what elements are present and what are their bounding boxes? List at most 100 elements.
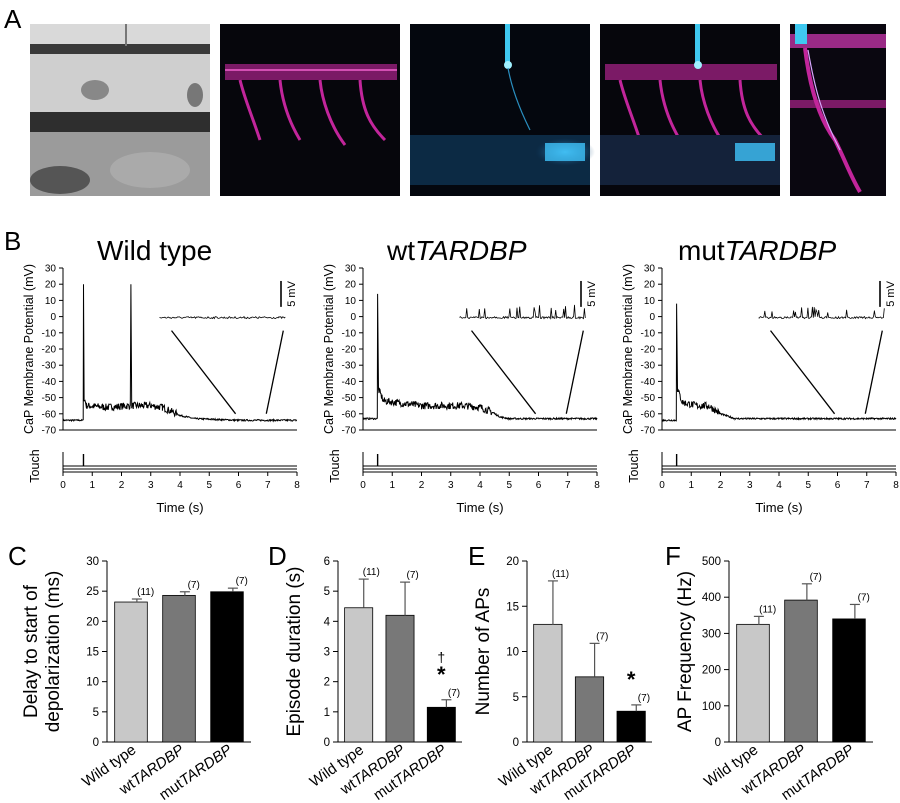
time-x-tick-label: 0 (360, 480, 366, 491)
time-x-tick-label: 3 (747, 480, 753, 491)
inset-trace (758, 306, 885, 320)
sample-size-label: (7) (596, 631, 608, 642)
bar-y-tick-label: 10 (86, 677, 99, 689)
trace-y-tick-label: -50 (342, 393, 357, 404)
significance-star: * (437, 662, 446, 687)
trace-y-tick-label: 20 (644, 280, 656, 291)
inset-connector-left (471, 330, 537, 415)
sample-size-label: (7) (407, 570, 419, 581)
trace-title-mut-plain: mut (678, 235, 725, 266)
time-x-tick-label: 5 (805, 480, 811, 491)
bar-y-tick-label: 5 (324, 586, 330, 598)
bar-panel-c: 0 5 10 15 20 25 30 Delay to start of depolarizat… (21, 556, 251, 803)
trace-y-tick-label: -10 (641, 328, 656, 339)
vessel-image (220, 24, 400, 196)
time-x-tick-label: 6 (236, 480, 242, 491)
trace-title-wt-italic: TARDBP (415, 235, 527, 266)
time-x-label: Time (s) (156, 500, 203, 515)
trace-y-tick-label: -50 (42, 393, 57, 404)
bar-y-tick-label: 400 (702, 592, 721, 604)
time-x-tick-label: 5 (506, 480, 512, 491)
time-x-tick-label: 0 (60, 480, 66, 491)
time-x-tick-label: 2 (419, 480, 425, 491)
time-x-tick-label: 4 (776, 480, 782, 491)
trace-title-mut-italic: TARDBP (725, 235, 837, 266)
bar-2 (616, 710, 646, 743)
time-x-label: Time (s) (755, 500, 802, 515)
time-x-tick-label: 5 (206, 480, 212, 491)
significance-dagger: † (437, 649, 445, 665)
sample-size-label: (11) (759, 604, 776, 615)
trace-y-tick-label: -40 (641, 377, 656, 388)
bar-y-tick-label: 0 (324, 737, 330, 749)
trace-y-tick-label: -30 (42, 361, 57, 372)
time-x-tick-label: 7 (565, 480, 571, 491)
bar-y-label: Episode duration (s) (284, 566, 305, 736)
trace-y-tick-label: 20 (45, 280, 57, 291)
bar-1 (385, 614, 415, 743)
inset-trace (159, 315, 286, 320)
panel-letter-f: F (665, 541, 681, 571)
category-label-gene: TARDBP (177, 741, 236, 789)
panel-letter-e: E (468, 541, 485, 571)
time-x-tick-label: 4 (177, 480, 183, 491)
trace-y-tick-label: -10 (42, 328, 57, 339)
inset-connector-left (171, 330, 237, 415)
bar-0 (344, 607, 374, 743)
trace-y-label: CaP Membrane Potential (mV) (22, 264, 36, 434)
membrane-trace (362, 293, 598, 421)
trace-y-tick-label: 30 (345, 264, 357, 275)
time-x-tick-label: 6 (536, 480, 542, 491)
time-x-tick-label: 2 (718, 480, 724, 491)
sample-size-label: (7) (448, 688, 460, 699)
brightfield-image (30, 24, 210, 196)
trace-title-wt-plain: wt (386, 235, 415, 266)
merge-zoom-image (790, 24, 886, 196)
touch-label: Touch (28, 449, 42, 482)
bar-2 (210, 591, 244, 743)
trace-y-tick-label: 0 (649, 312, 655, 323)
bar-y-tick-label: 20 (86, 616, 99, 628)
bar-y-tick-label: 0 (513, 737, 519, 749)
time-x-tick-label: 3 (448, 480, 454, 491)
trace-y-tick-label: 20 (345, 280, 357, 291)
trace-y-tick-label: 0 (50, 312, 56, 323)
trace-y-tick-label: -20 (342, 345, 357, 356)
trace-y-tick-label: -70 (641, 426, 656, 437)
inset-trace (459, 304, 586, 320)
bar-y-tick-label: 2 (324, 677, 330, 689)
scale-bar-label: 5 mV (286, 280, 298, 306)
panel-letter-a: A (4, 4, 22, 34)
panel-letter-b: B (4, 226, 21, 256)
bar-y-label-line2: depolarization (ms) (43, 571, 64, 733)
merge-image (600, 24, 780, 196)
bar-y-tick-label: 25 (86, 586, 99, 598)
trace-y-label: CaP Membrane Potential (mV) (621, 264, 635, 434)
category-label-gene: TARDBP (799, 741, 858, 789)
touch-label: Touch (627, 449, 641, 482)
panel-a-images (30, 24, 886, 196)
trace-y-tick-label: -20 (641, 345, 656, 356)
panel-letter-c: C (8, 541, 27, 571)
bar-y-tick-label: 5 (93, 707, 99, 719)
bar-y-tick-label: 6 (324, 556, 330, 568)
bar-y-tick-label: 500 (702, 556, 721, 568)
sample-size-label: (7) (188, 580, 200, 591)
time-x-tick-label: 7 (864, 480, 870, 491)
trace-y-tick-label: 0 (350, 312, 356, 323)
inset-connector-right (864, 330, 883, 414)
scale-bar-label: 5 mV (885, 280, 897, 306)
time-x-tick-label: 8 (294, 480, 300, 491)
trace-y-tick-label: -40 (342, 377, 357, 388)
sample-size-label: (11) (363, 567, 380, 578)
bar-0 (736, 623, 770, 743)
bar-y-tick-label: 300 (702, 628, 721, 640)
bar-1 (574, 676, 605, 743)
bar-y-tick-label: 10 (506, 647, 519, 659)
